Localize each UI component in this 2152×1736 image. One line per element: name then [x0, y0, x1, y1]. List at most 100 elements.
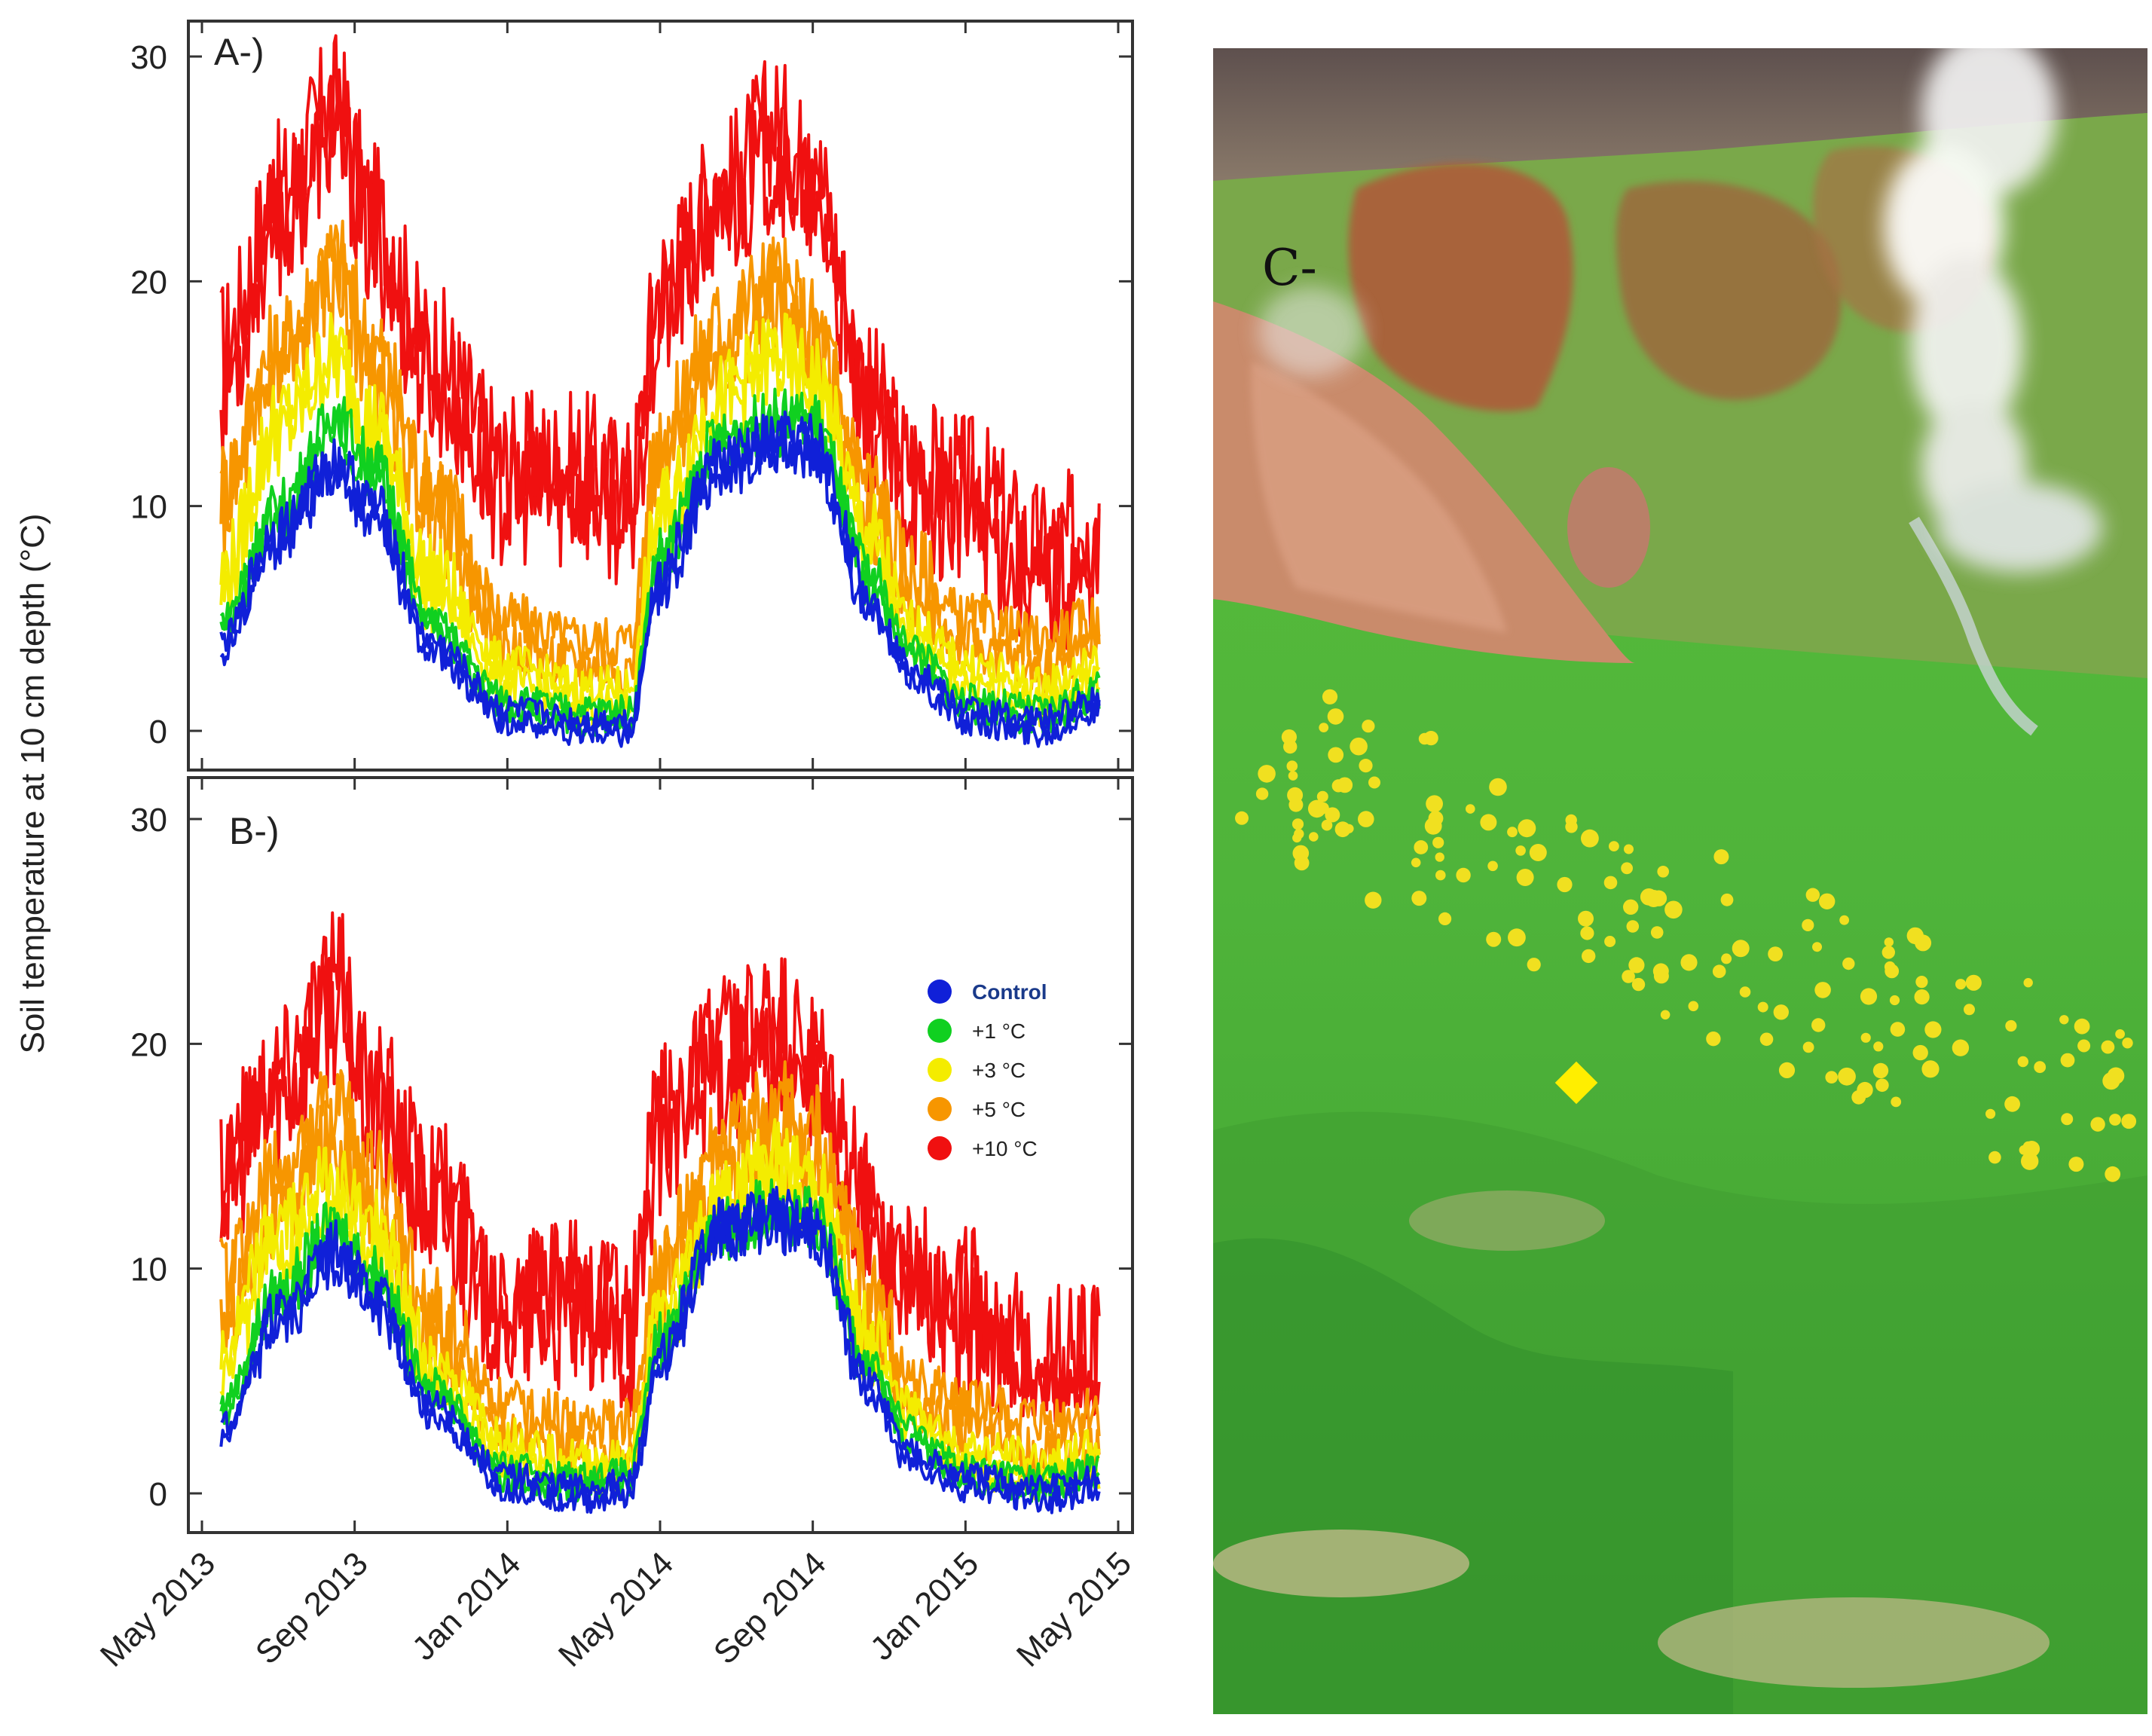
photo-flower [1365, 891, 1382, 909]
photo-flower [1426, 795, 1443, 813]
y-tick-label: 20 [130, 264, 167, 301]
photo-mound [1567, 467, 1650, 588]
x-tick-label: Jan 2014 [405, 1545, 528, 1667]
chart-area: 0 10 20 30 0 10 20 30 A-) B-) Soil temperature… [14, 20, 1139, 1674]
photo-flower [1857, 1081, 1873, 1099]
photo-flower [2090, 1117, 2105, 1132]
photo-flower [1631, 977, 1646, 992]
legend-marker [928, 1136, 952, 1160]
photo-flower [1515, 845, 1526, 856]
photo-flower [1921, 1060, 1940, 1078]
photo-flower [1657, 866, 1669, 878]
photo-dry-tuft-2 [1658, 1597, 2050, 1688]
photo-flower [1626, 920, 1640, 933]
photo-flower [1581, 829, 1599, 848]
photo-flower [1924, 1021, 1942, 1038]
legend-marker [928, 980, 952, 1004]
photo-flower [1802, 1041, 1814, 1053]
photo-flower [2017, 1056, 2028, 1068]
photo-flowers [1235, 689, 2137, 1182]
photo-brown-patch-2 [1616, 181, 1842, 400]
photo-flower [1713, 849, 1729, 865]
legend-label: +5 °C [972, 1098, 1026, 1121]
photo-flower [1732, 940, 1750, 958]
photo-flower [1486, 931, 1502, 947]
photo-flower [1508, 928, 1526, 947]
photo-flower [1480, 814, 1497, 831]
photo-flower [1321, 819, 1333, 831]
photo-brown-patch [1348, 163, 1573, 412]
photo-soil-highlight [1251, 362, 1507, 633]
photo-flower [1889, 995, 1900, 1006]
photo-flower [2102, 1072, 2120, 1090]
y-tick-label: 30 [130, 802, 167, 839]
photo-flower [1359, 759, 1373, 773]
photo-flower [1838, 1067, 1856, 1086]
photo-flower [1814, 982, 1831, 998]
legend-label: +3 °C [972, 1059, 1026, 1082]
photo-flower [1328, 747, 1344, 763]
legend-label: Control [972, 980, 1047, 1004]
photo-flower [1873, 1041, 1884, 1052]
photo-flower [2019, 1145, 2029, 1155]
photo-flower [1964, 1004, 1975, 1016]
photo-flower [1432, 836, 1444, 848]
photo-flower [1435, 870, 1446, 881]
x-tick-label: May 2013 [93, 1545, 222, 1673]
photo-flower [1344, 824, 1354, 833]
x-tick-label: May 2015 [1010, 1545, 1139, 1673]
photo-flower [1890, 1022, 1906, 1037]
photo-flower [1915, 976, 1928, 989]
photo-flower [1757, 1001, 1768, 1013]
photo-flower [1912, 1044, 1928, 1061]
legend-label: +10 °C [972, 1137, 1038, 1160]
photo-flower [1317, 802, 1329, 815]
photo-flower [1309, 832, 1319, 842]
photo-flower [1985, 1108, 1996, 1119]
photo-flower [1650, 926, 1664, 939]
photo-steam [1258, 48, 2102, 573]
photo-flower [1860, 988, 1878, 1005]
y-tick-label: 10 [130, 1252, 167, 1288]
photo-flower [1286, 760, 1298, 772]
photo-flower [1881, 946, 1895, 959]
photo-flower [1319, 723, 1329, 732]
photo-flower [1411, 891, 1427, 906]
photo-dark-hill [1213, 48, 2147, 185]
photo-flower [2105, 1166, 2121, 1182]
photo-flower [1294, 855, 1310, 871]
photo-flower [1368, 776, 1380, 789]
photo-flower [1414, 840, 1429, 854]
photo-flower [1773, 1004, 1789, 1020]
photo-flower [2023, 978, 2033, 988]
legend-marker [928, 1019, 952, 1043]
photo-flower [1292, 818, 1304, 830]
photo-flower [1768, 946, 1784, 961]
photo-flower [1435, 852, 1444, 862]
series-line-band [219, 68, 1101, 653]
photo-flower [1582, 949, 1596, 964]
photo-flower [1914, 989, 1930, 1005]
panel-a-label: A-) [214, 31, 264, 73]
x-tick-label: Sep 2013 [249, 1545, 375, 1671]
photo-flower [1609, 841, 1619, 851]
photo-flower [1424, 817, 1442, 835]
photo-flower [1842, 957, 1855, 970]
photo-flower [2061, 1113, 2074, 1126]
photo-marker-flag [1554, 1061, 1598, 1105]
photo-flower [1872, 1062, 1889, 1079]
photo-flower [1811, 1018, 1826, 1032]
photo-flower [1411, 857, 1421, 868]
photo-flower [1720, 893, 1734, 906]
photo-flower [1489, 778, 1507, 796]
photo-flower [1604, 936, 1616, 947]
photo-flower [1624, 844, 1634, 854]
legend-marker [928, 1058, 952, 1082]
photo-flower [2121, 1114, 2137, 1129]
photo-flower [2074, 1018, 2090, 1035]
photo-flower [1721, 953, 1732, 964]
x-tick-label: Sep 2014 [707, 1545, 833, 1671]
y-tick-label: 0 [149, 714, 167, 750]
photo-flower [2021, 1152, 2039, 1170]
